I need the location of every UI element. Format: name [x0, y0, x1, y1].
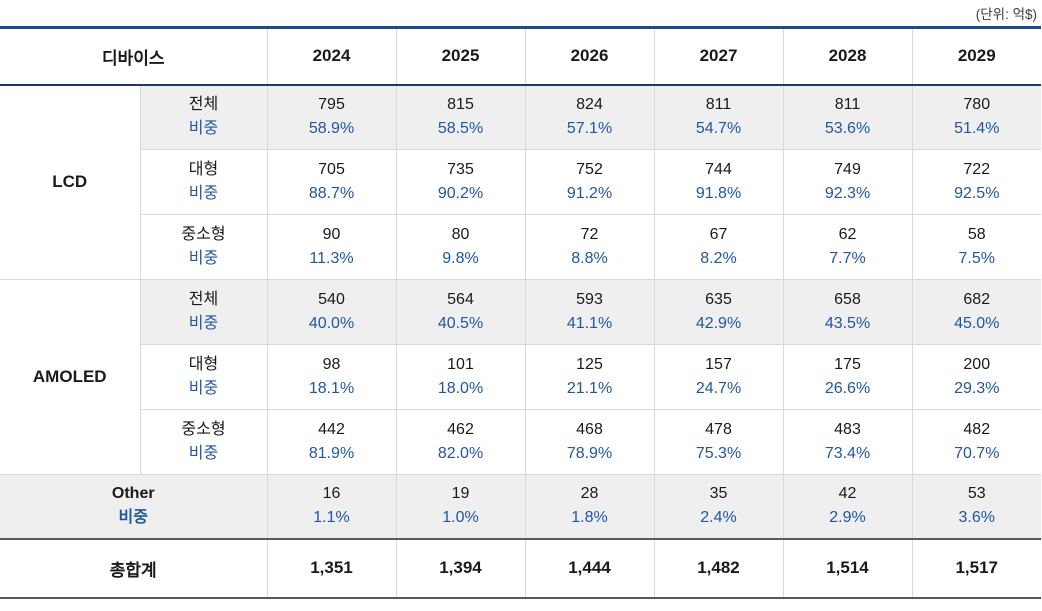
value-cell: 658 43.5%: [782, 279, 913, 345]
segment-label: 중소형: [181, 421, 226, 438]
value-cell: 98 18.1%: [266, 344, 397, 410]
value-cell: 749 92.3%: [782, 149, 913, 215]
share-label: 비중: [188, 445, 219, 462]
table-row-amoled-smallmid: 중소형 비중 442 81.9% 462 82.0% 468 78.9% 478 75.…: [0, 409, 1041, 475]
value-cell: 53 3.6%: [911, 474, 1041, 539]
column-header-year: 2029: [911, 27, 1041, 86]
value-cell: 795 58.9%: [266, 84, 397, 150]
value-cell: 468 78.9%: [524, 409, 655, 475]
other-label-cell: Other 비중: [0, 474, 268, 539]
value-cell: 564 40.5%: [395, 279, 526, 345]
grand-total-value: 1,444: [524, 537, 655, 598]
grand-total-value: 1,351: [266, 537, 397, 598]
segment-label-cell: 대형 비중: [140, 344, 268, 410]
value-cell: 200 29.3%: [911, 344, 1041, 410]
value-cell: 72 8.8%: [524, 214, 655, 280]
value-cell: 705 88.7%: [266, 149, 397, 215]
value-cell: 478 75.3%: [653, 409, 784, 475]
column-header-year: 2025: [395, 27, 526, 86]
value-cell: 67 8.2%: [653, 214, 784, 280]
value-cell: 125 21.1%: [524, 344, 655, 410]
value-cell: 811 54.7%: [653, 84, 784, 150]
value-cell: 593 41.1%: [524, 279, 655, 345]
share-label: 비중: [188, 250, 219, 267]
segment-label: 대형: [188, 161, 219, 178]
grand-total-value: 1,517: [911, 537, 1041, 598]
group-label-amoled: AMOLED: [0, 279, 141, 475]
table-row-amoled-total: AMOLED 전체 비중 540 40.0% 564 40.5% 593 41.1% …: [0, 279, 1041, 475]
column-header-device: 디바이스: [0, 27, 268, 86]
segment-label: 전체: [188, 96, 219, 114]
share-label: 비중: [118, 509, 148, 527]
grand-total-value: 1,514: [782, 537, 913, 598]
value-cell: 101 18.0%: [395, 344, 526, 410]
value-cell: 744 91.8%: [653, 149, 784, 215]
value-cell: 540 40.0%: [266, 279, 397, 345]
value-cell: 780 51.4%: [911, 84, 1041, 150]
unit-label: (단위: 억$): [975, 7, 1037, 22]
segment-label-cell: 전체 비중: [139, 279, 268, 345]
value-cell: 62 7.7%: [782, 214, 913, 280]
value-cell: 811 53.6%: [782, 84, 913, 150]
segment-label-cell: 중소형 비중: [140, 409, 268, 475]
table-row-lcd-large: 대형 비중 705 88.7% 735 90.2% 752 91.2% 744 91.8…: [0, 149, 1041, 215]
column-header-year: 2024: [266, 27, 397, 86]
table-row-lcd-smallmid: 중소형 비중 90 11.3% 80 9.8% 72 8.8% 67 8.2% 62 7.…: [0, 214, 1041, 280]
grand-total-label: 총합계: [0, 537, 268, 598]
value-cell: 462 82.0%: [395, 409, 526, 475]
share-label: 비중: [188, 315, 219, 332]
table-row-amoled-large: 대형 비중 98 18.1% 101 18.0% 125 21.1% 157 24.7%…: [0, 344, 1041, 410]
header-row: 디바이스 2024 2025 2026 2027 2028 2029: [0, 27, 1041, 86]
share-label: 비중: [188, 185, 219, 202]
value-cell: 735 90.2%: [395, 149, 526, 215]
segment-label: 중소형: [181, 226, 226, 243]
table-row-lcd-total: LCD 전체 비중 795 58.9% 815 58.5% 824 57.1% 811…: [0, 84, 1041, 280]
value-cell: 16 1.1%: [266, 474, 397, 539]
share-label: 비중: [188, 380, 219, 397]
value-cell: 752 91.2%: [524, 149, 655, 215]
value-cell: 35 2.4%: [653, 474, 784, 539]
share-label: 비중: [188, 120, 219, 138]
value-cell: 483 73.4%: [782, 409, 913, 475]
column-header-year: 2028: [782, 27, 913, 86]
value-cell: 442 81.9%: [266, 409, 397, 475]
group-label-lcd: LCD: [0, 84, 141, 280]
value-cell: 815 58.5%: [395, 84, 526, 150]
segment-label-cell: 대형 비중: [140, 149, 268, 215]
value-cell: 19 1.0%: [395, 474, 526, 539]
column-header-year: 2026: [524, 27, 655, 86]
value-cell: 80 9.8%: [395, 214, 526, 280]
table-row-other: Other 비중 16 1.1% 19 1.0% 28 1.8% 35 2.4% 42 2…: [0, 474, 1041, 539]
value-cell: 28 1.8%: [524, 474, 655, 539]
grand-total-value: 1,482: [653, 537, 784, 598]
value-cell: 722 92.5%: [911, 149, 1041, 215]
market-forecast-table: 디바이스 2024 2025 2026 2027 2028 2029 LCD 전…: [0, 26, 1041, 599]
value-cell: 824 57.1%: [524, 84, 655, 150]
other-label: Other: [111, 485, 155, 503]
segment-label-cell: 전체 비중: [139, 84, 268, 150]
value-cell: 682 45.0%: [911, 279, 1041, 345]
segment-label: 대형: [188, 356, 219, 373]
value-cell: 58 7.5%: [911, 214, 1041, 280]
column-header-year: 2027: [653, 27, 784, 86]
segment-label-cell: 중소형 비중: [140, 214, 268, 280]
value-cell: 42 2.9%: [782, 474, 913, 539]
value-cell: 482 70.7%: [911, 409, 1041, 475]
value-cell: 175 26.6%: [782, 344, 913, 410]
segment-label: 전체: [188, 291, 219, 308]
table-row-grand-total: 총합계 1,351 1,394 1,444 1,482 1,514 1,517: [0, 537, 1041, 598]
grand-total-value: 1,394: [395, 537, 526, 598]
value-cell: 90 11.3%: [266, 214, 397, 280]
value-cell: 157 24.7%: [653, 344, 784, 410]
value-cell: 635 42.9%: [653, 279, 784, 345]
